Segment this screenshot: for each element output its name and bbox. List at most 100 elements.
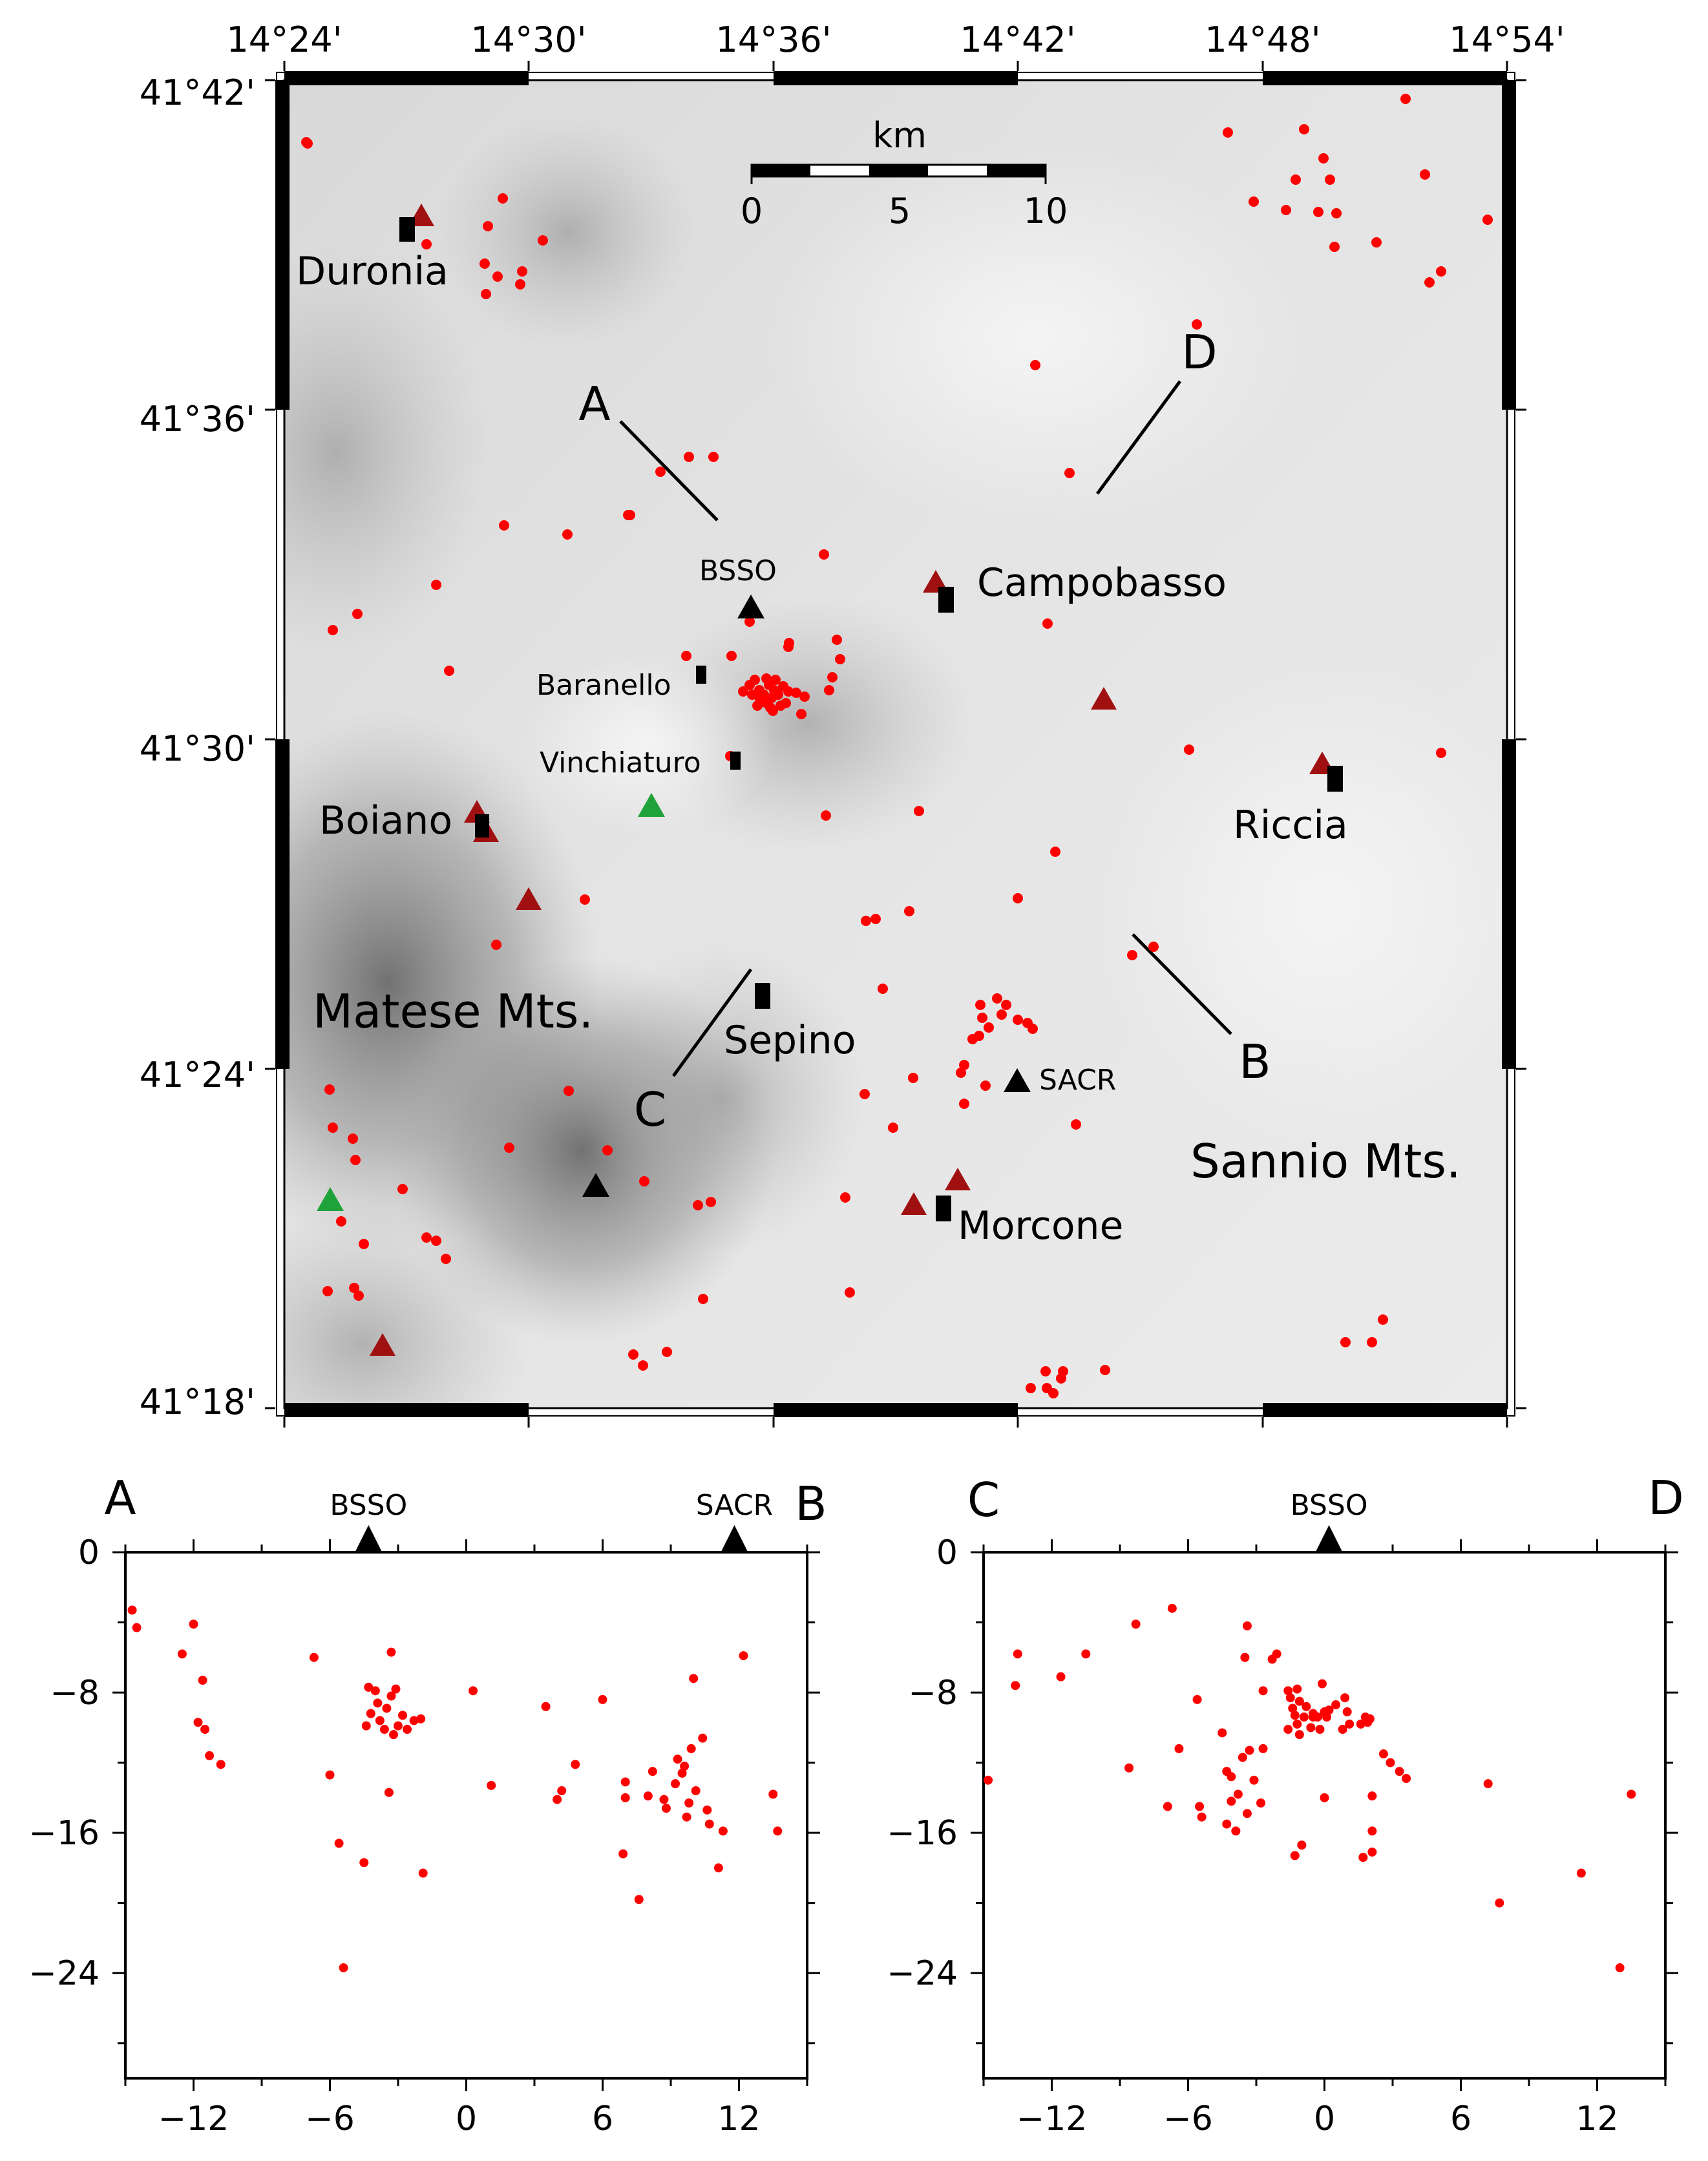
section-stations: BSSO SACR [330, 1489, 773, 1554]
town-label-baranello: Baranello [536, 669, 671, 702]
hypocenter-dot [373, 1698, 383, 1708]
epicenters [301, 94, 1493, 1398]
hypocenter-dot [1483, 1779, 1493, 1789]
terrain-relief [284, 80, 1507, 1408]
epicenter-dot [350, 1155, 361, 1165]
green-station-triangle [638, 793, 665, 817]
epicenter-dot [328, 625, 338, 635]
epicenter-dot [698, 1294, 708, 1304]
epicenter-dot [761, 673, 772, 684]
lon-label-14-30: 14°30' [470, 19, 586, 60]
cross-section-a-b: 0 −8 −16 −24 −12 −6 0 6 12 BSSO SACR A B [28, 1471, 827, 2138]
distance-axis-labels: −12 −6 0 6 12 [1017, 2100, 1619, 2138]
hypocenter-dot [648, 1767, 657, 1776]
hypocenter-dot [1297, 1840, 1307, 1850]
hypocenter-dot [1233, 1789, 1243, 1799]
town-markers [399, 217, 1343, 1221]
hypocenter-dot [1272, 1649, 1281, 1659]
hypocenter-dot [1238, 1753, 1247, 1762]
hypocenter-dot [1258, 1686, 1268, 1696]
section-station-label: BSSO [330, 1489, 407, 1522]
hypocenter-dot [132, 1623, 142, 1632]
epicenter-dot [967, 1034, 978, 1044]
epicenter-dot [840, 1192, 850, 1203]
town-label-riccia: Riccia [1233, 803, 1348, 848]
hypocenter-dot [379, 1725, 389, 1734]
hypocenter-dot [689, 1674, 699, 1683]
epicenter-dot [959, 1099, 969, 1109]
epicenter-dot [956, 1068, 966, 1078]
hypocenter-dot [1324, 1705, 1334, 1715]
lat-label-41-36: 41°36' [140, 399, 255, 439]
epicenter-dot [639, 1176, 649, 1186]
epicenter-dot [859, 1089, 870, 1099]
epicenter-dot [655, 467, 666, 477]
x-tick-label: −12 [1017, 2100, 1088, 2138]
hypocenter-dot [216, 1760, 226, 1769]
epicenter-dot [1184, 744, 1194, 755]
epicenter-dot [975, 1000, 986, 1010]
town-marker-morcone [936, 1196, 951, 1221]
epicenter-dot [1482, 215, 1493, 225]
longitude-labels: 14°24' 14°30' 14°36' 14°42' 14°48' 14°54… [226, 19, 1565, 60]
hypocenter-dot [1299, 1713, 1309, 1722]
epicenter-dot [348, 1133, 358, 1144]
hypocenter-dot [198, 1676, 207, 1685]
town-marker-riccia [1327, 766, 1343, 792]
x-tick-label: −6 [1163, 2100, 1213, 2138]
x-tick-label: −12 [158, 2100, 229, 2138]
epicenter-dot [904, 906, 914, 916]
epicenter-dot [481, 289, 491, 299]
hypocenter-dot [391, 1684, 401, 1694]
epicenter-dot [768, 706, 778, 716]
hypocenter-dot [682, 1812, 691, 1822]
hypocenter-dot [1056, 1672, 1066, 1681]
hypocenter-dot [1627, 1789, 1636, 1799]
hypocenter-dot [487, 1780, 496, 1790]
hypocenter-dot [334, 1839, 344, 1848]
hypocenter-dot [1242, 1809, 1252, 1818]
hypocenter-dot [1283, 1686, 1293, 1696]
epicenter-dot [483, 221, 493, 231]
epicenter-dot [861, 916, 871, 926]
hypocenter-dot [1167, 1603, 1177, 1613]
black-station-triangle [582, 1173, 609, 1197]
red-station-triangle [516, 887, 542, 910]
epicenter-dot [504, 1143, 514, 1153]
hypocenter-dot [375, 1716, 385, 1725]
hypocenter-dot [1249, 1775, 1259, 1785]
hypocenter-dot [553, 1795, 562, 1804]
lat-label-41-24: 41°24' [140, 1055, 255, 1095]
hypocenter-dot [1227, 1797, 1236, 1806]
y-tick-label: −24 [28, 1954, 100, 1993]
epicenter-dot [750, 675, 760, 685]
hypocenter-dot [704, 1819, 714, 1829]
hypocenter-dot [680, 1762, 690, 1771]
hypocenter-dot [684, 1798, 694, 1808]
epicenter-dot [444, 666, 454, 676]
epicenter-dot [684, 452, 694, 462]
town-marker-boiano [475, 814, 489, 838]
epicenter-dot [1028, 1024, 1038, 1034]
y-tick-label: 0 [78, 1534, 100, 1572]
hypocenter-dot [1367, 1847, 1377, 1857]
epicenter-dot [662, 1347, 672, 1357]
epicenter-dot [1030, 360, 1040, 370]
hypocenter-dot [698, 1733, 708, 1743]
town-marker-vinchiaturo [730, 752, 741, 770]
hypocenter-dot [1345, 1719, 1355, 1729]
x-tick-label: 12 [717, 2100, 760, 2138]
station-bsso-triangle [737, 595, 764, 618]
epicenter-dot [1340, 1337, 1351, 1347]
hypocenter-dot [189, 1619, 198, 1629]
hypocenter-dot [1378, 1749, 1388, 1759]
hypocenter-dot [1294, 1730, 1304, 1740]
hypocenter-dot [768, 1789, 778, 1799]
green-stations [317, 793, 665, 1211]
hypocenter-dot [398, 1711, 408, 1720]
border-bar-left [275, 739, 290, 1069]
epicenter-dot [1050, 847, 1060, 857]
hypocenter-dot [1192, 1694, 1202, 1704]
hypocenter-dot [1227, 1772, 1236, 1782]
